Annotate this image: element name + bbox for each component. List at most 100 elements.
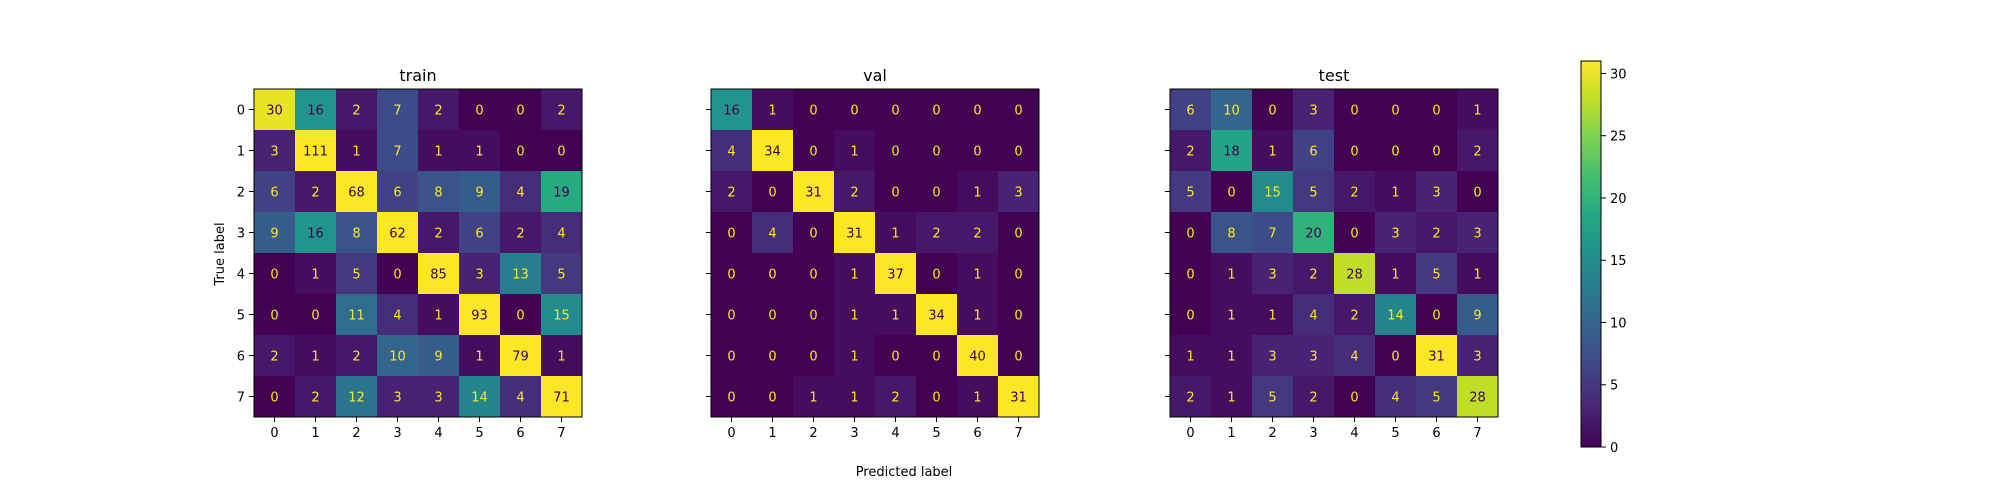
x-tick-label: 6 — [1432, 426, 1440, 441]
heatmap-cell — [1334, 335, 1376, 377]
heatmap-cell — [1334, 130, 1376, 172]
cell-value-label: 2 — [352, 350, 360, 365]
cell-value-label: 5 — [1432, 391, 1440, 406]
heatmap-cell — [1293, 171, 1335, 213]
cell-value-label: 4 — [768, 227, 776, 242]
x-tick-label: 0 — [727, 426, 735, 441]
heatmap-cell — [377, 294, 419, 336]
cell-value-label: 3 — [1268, 268, 1276, 283]
heatmap-cell — [1334, 212, 1376, 254]
cell-value-label: 0 — [1014, 227, 1022, 242]
cell-value-label: 3 — [393, 391, 401, 406]
cell-value-label: 0 — [809, 350, 817, 365]
heatmap-cell — [1211, 253, 1253, 295]
heatmap-cell — [834, 253, 876, 295]
cell-value-label: 0 — [1350, 145, 1358, 160]
heatmap-cell — [1457, 171, 1499, 213]
cell-value-label: 16 — [723, 104, 740, 119]
cell-value-label: 0 — [727, 350, 735, 365]
colorbar-tick-label: 30 — [1610, 67, 1627, 82]
cell-value-label: 1 — [475, 350, 483, 365]
heatmap-cell — [998, 376, 1040, 418]
heatmap-cell — [1334, 171, 1376, 213]
heatmap-cell — [1416, 294, 1458, 336]
cell-value-label: 0 — [932, 186, 940, 201]
x-tick-label: 7 — [557, 426, 565, 441]
heatmap-cell — [459, 212, 501, 254]
heatmap-cell — [295, 335, 337, 377]
heatmap-cell — [541, 253, 583, 295]
heatmap-cell — [418, 376, 460, 418]
cell-value-label: 37 — [887, 268, 904, 283]
cell-value-label: 2 — [311, 391, 319, 406]
cell-value-label: 2 — [1186, 391, 1194, 406]
cell-value-label: 111 — [303, 145, 328, 160]
cell-value-label: 5 — [1268, 391, 1276, 406]
cell-value-label: 4 — [393, 309, 401, 324]
cell-value-label: 0 — [1473, 186, 1481, 201]
cell-value-label: 1 — [768, 104, 776, 119]
heatmap-cell — [1211, 212, 1253, 254]
heatmap-cell — [875, 253, 917, 295]
heatmap-cell — [1375, 335, 1417, 377]
cell-value-label: 0 — [270, 391, 278, 406]
heatmap-cell — [834, 130, 876, 172]
cell-value-label: 5 — [1432, 268, 1440, 283]
colorbar-tick-label: 10 — [1610, 316, 1627, 331]
cell-value-label: 0 — [727, 227, 735, 242]
heatmap-cell — [752, 376, 794, 418]
heatmap-cell — [1252, 89, 1294, 131]
heatmap-cell — [998, 89, 1040, 131]
cell-value-label: 1 — [311, 350, 319, 365]
heatmap-cell — [418, 335, 460, 377]
cell-value-label: 0 — [1014, 145, 1022, 160]
x-tick-label: 3 — [850, 426, 858, 441]
x-tick-label: 6 — [516, 426, 524, 441]
cell-value-label: 0 — [891, 104, 899, 119]
heatmap-cell — [793, 376, 835, 418]
heatmap-cell — [957, 294, 999, 336]
heatmap-cell — [875, 212, 917, 254]
heatmap-cell — [500, 171, 542, 213]
heatmap-cell — [1334, 294, 1376, 336]
heatmap-cell — [1252, 253, 1294, 295]
heatmap-cell — [752, 294, 794, 336]
cell-value-label: 3 — [1473, 350, 1481, 365]
heatmap-cell — [916, 335, 958, 377]
cell-value-label: 0 — [768, 309, 776, 324]
heatmap-cell — [1416, 130, 1458, 172]
heatmap-cell — [459, 89, 501, 131]
cell-value-label: 0 — [1186, 268, 1194, 283]
cell-value-label: 28 — [1346, 268, 1363, 283]
x-tick-label: 4 — [891, 426, 899, 441]
cell-value-label: 9 — [475, 186, 483, 201]
cell-value-label: 2 — [1309, 391, 1317, 406]
heatmap-cell — [916, 89, 958, 131]
colorbar-tick-label: 15 — [1610, 254, 1627, 269]
heatmap-cell — [1252, 130, 1294, 172]
heatmap-cell — [1211, 376, 1253, 418]
cell-value-label: 2 — [1473, 145, 1481, 160]
heatmap-cell — [1416, 171, 1458, 213]
heatmap-cell — [1416, 335, 1458, 377]
x-tick-label: 3 — [1309, 426, 1317, 441]
cell-value-label: 2 — [891, 391, 899, 406]
cell-value-label: 0 — [973, 145, 981, 160]
x-tick-label: 7 — [1014, 426, 1022, 441]
heatmap-cell — [916, 171, 958, 213]
x-tick-label: 4 — [1350, 426, 1358, 441]
cell-value-label: 7 — [393, 145, 401, 160]
cell-value-label: 6 — [393, 186, 401, 201]
cell-value-label: 4 — [1391, 391, 1399, 406]
heatmap-cell — [1252, 335, 1294, 377]
heatmap-cell — [957, 335, 999, 377]
cell-value-label: 0 — [809, 309, 817, 324]
cell-value-label: 1 — [1227, 309, 1235, 324]
cell-value-label: 1 — [850, 350, 858, 365]
cell-value-label: 1 — [850, 309, 858, 324]
heatmap-cell — [711, 212, 753, 254]
heatmap-cell — [1170, 171, 1212, 213]
y-tick-label: 0 — [237, 104, 245, 119]
cell-value-label: 4 — [516, 391, 524, 406]
